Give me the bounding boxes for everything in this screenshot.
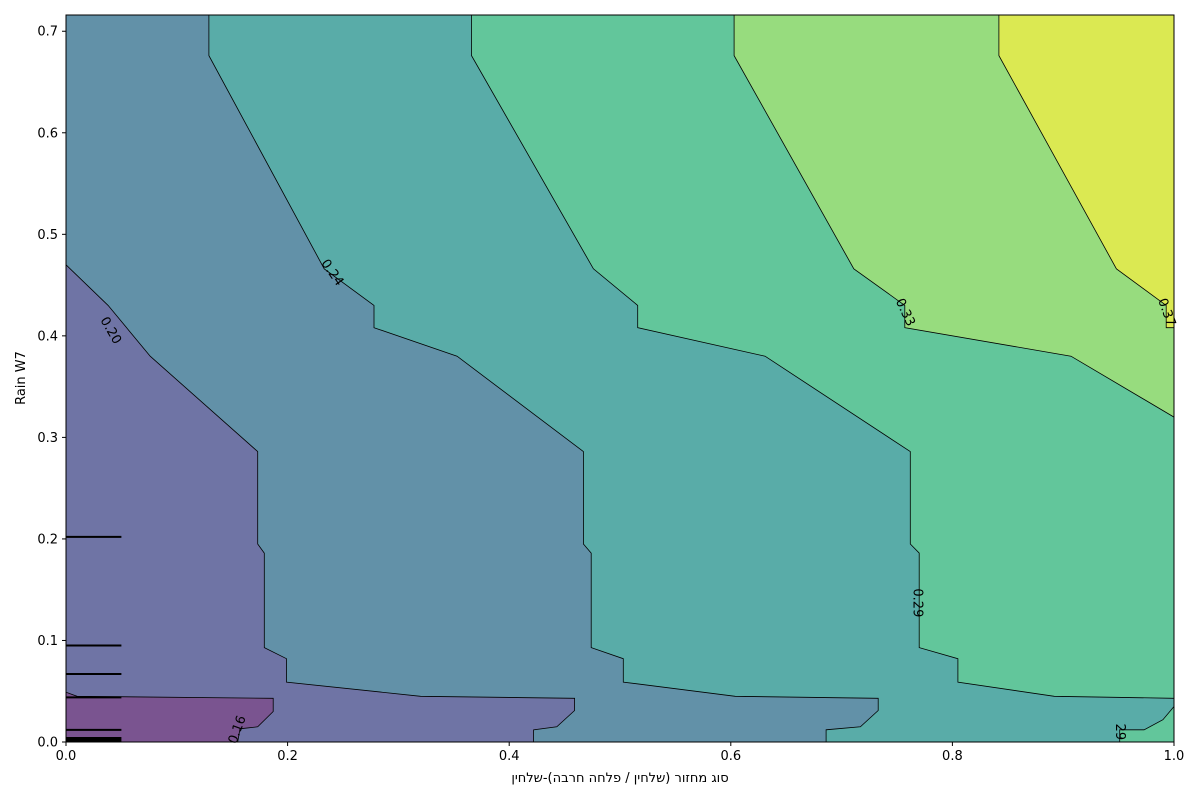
rug-marks (66, 535, 122, 742)
y-tick-label: 0.5 (37, 228, 58, 243)
y-axis: 0.0 0.1 0.2 0.3 0.4 0.5 0.6 0.7 (37, 25, 66, 751)
x-axis-label: סוג מחזור (שלחין / פלחה חרבה)-שלחין (511, 771, 728, 786)
contour-line-c033 (733, 15, 1174, 418)
contour-line-c029 (471, 15, 1174, 742)
y-tick-label: 0.1 (37, 634, 58, 649)
filled-contour-regions (66, 15, 1174, 742)
y-axis-label: Rain W7 (14, 351, 29, 405)
contour-line-c024 (208, 15, 879, 742)
contour-line-c020 (66, 264, 575, 742)
x-tick-label: 1.0 (1164, 749, 1185, 764)
x-tick-label: 0.6 (720, 749, 741, 764)
y-tick-label: 0.2 (37, 532, 58, 547)
contour-line-c016 (66, 691, 274, 742)
contour-line-c037 (998, 15, 1174, 329)
y-tick-label: 0.6 (37, 126, 58, 141)
x-tick-label: 0.2 (277, 749, 298, 764)
y-tick-label: 0.7 (37, 25, 58, 40)
contour-lines (66, 15, 1174, 742)
y-tick-label: 0.0 (37, 736, 58, 751)
plot-frame (65, 14, 1175, 743)
contour-label: 29 (1112, 724, 1127, 741)
region-5 (734, 15, 1174, 742)
x-tick-label: 0.8 (942, 749, 963, 764)
region-6 (998, 15, 1174, 742)
y-tick-label: 0.3 (37, 431, 58, 446)
x-tick-label: 0.4 (499, 749, 520, 764)
x-tick-label: 0.0 (56, 749, 77, 764)
contour-label: 0.29 (909, 588, 924, 617)
x-axis: 0.0 0.2 0.4 0.6 0.8 1.0 (56, 742, 1185, 764)
y-tick-label: 0.4 (37, 329, 58, 344)
